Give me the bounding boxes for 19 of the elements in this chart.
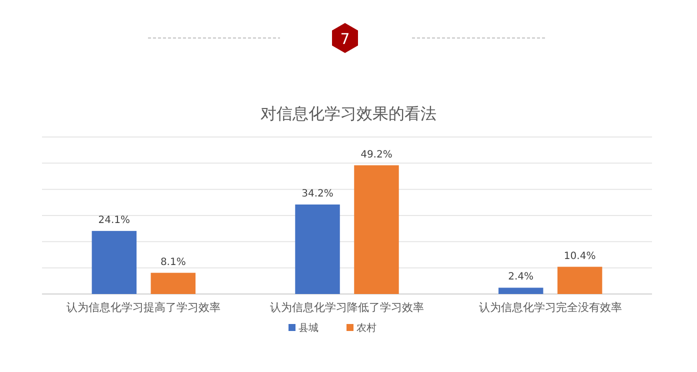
data-label: 49.2%	[360, 149, 392, 160]
bar	[150, 272, 196, 294]
text: 7	[340, 30, 350, 48]
legend-label: 县城	[298, 322, 318, 334]
x-tick-label: 认为信息化学习完全没有效率	[478, 301, 622, 314]
data-label: 34.2%	[302, 188, 334, 200]
bar	[557, 266, 602, 294]
data-label: 24.1%	[98, 214, 130, 226]
x-tick-label: 认为信息化学习提高了学习效率	[66, 301, 221, 314]
bar	[354, 165, 399, 294]
data-label: 10.4%	[564, 250, 596, 262]
data-label: 8.1%	[160, 256, 186, 268]
bar	[498, 288, 544, 294]
bar	[92, 230, 137, 294]
bar	[295, 204, 340, 294]
chart-title: 对信息化学习效果的看法	[260, 104, 436, 123]
data-label: 2.4%	[508, 272, 534, 283]
x-tick-label: 认为信息化学习降低了学习效率	[270, 301, 424, 314]
legend-label: 农村	[356, 322, 376, 334]
